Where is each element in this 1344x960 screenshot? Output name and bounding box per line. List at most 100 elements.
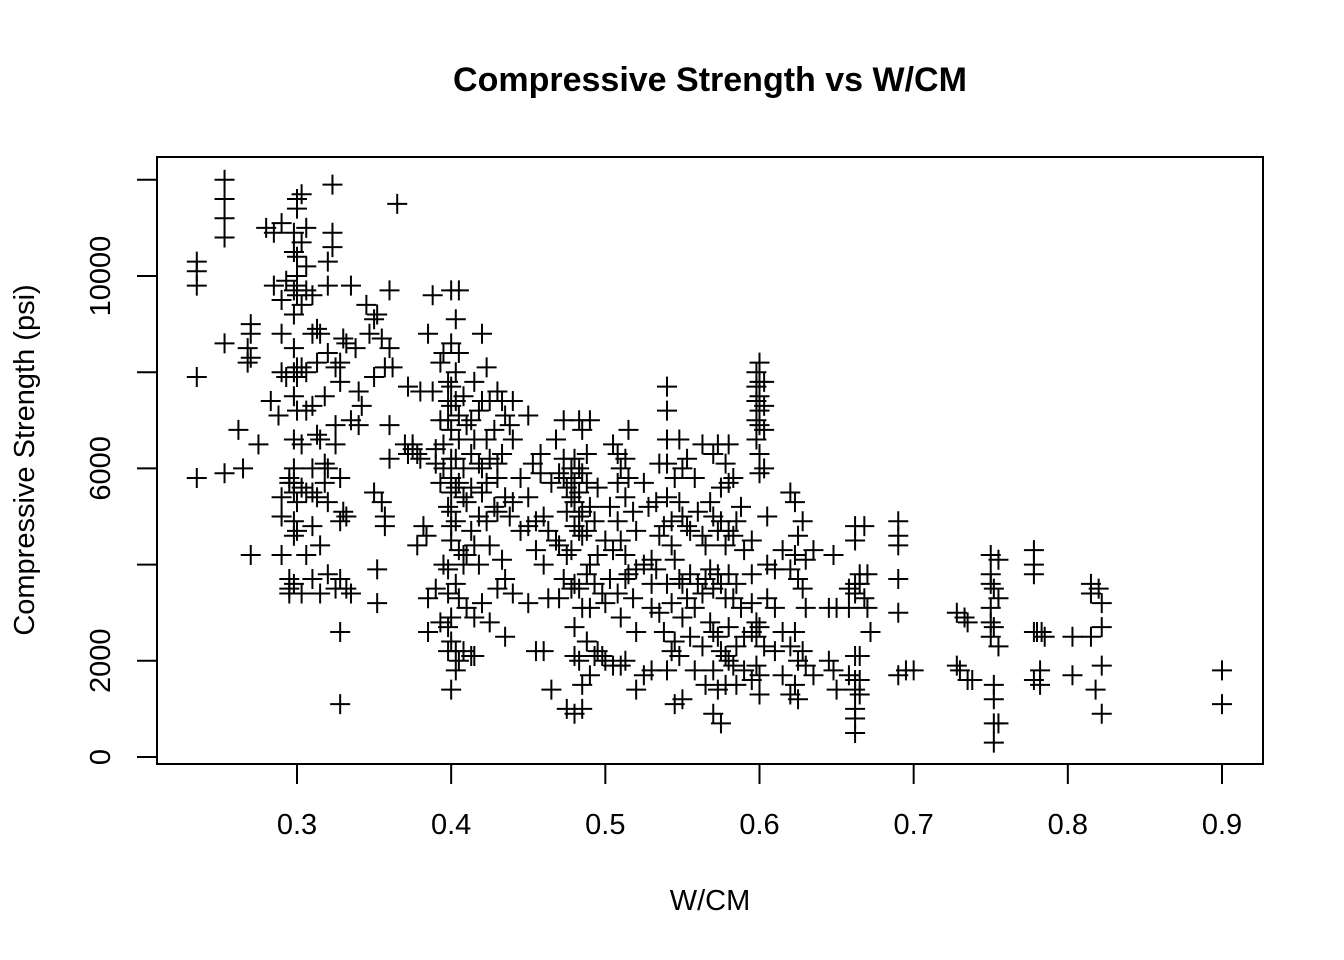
data-point bbox=[445, 309, 466, 330]
data-point bbox=[302, 395, 323, 416]
data-point bbox=[287, 198, 307, 219]
data-point bbox=[849, 684, 870, 705]
data-point bbox=[518, 487, 539, 508]
data-point bbox=[564, 448, 585, 469]
data-point bbox=[657, 453, 677, 474]
data-point bbox=[818, 650, 839, 671]
data-point bbox=[723, 655, 744, 676]
data-point bbox=[461, 410, 482, 431]
data-point bbox=[749, 415, 770, 436]
data-point bbox=[317, 492, 338, 513]
data-point bbox=[626, 621, 647, 642]
data-point bbox=[464, 371, 485, 392]
data-point bbox=[854, 588, 875, 609]
data-point bbox=[657, 487, 677, 508]
data-point bbox=[214, 227, 235, 248]
data-point bbox=[888, 665, 909, 686]
data-point bbox=[518, 405, 539, 426]
data-point bbox=[317, 342, 338, 363]
data-point bbox=[572, 525, 593, 546]
data-point bbox=[283, 222, 304, 243]
data-point bbox=[398, 376, 418, 397]
data-point bbox=[618, 419, 639, 440]
data-point bbox=[983, 689, 1004, 710]
data-point bbox=[677, 448, 698, 469]
data-point bbox=[803, 665, 824, 686]
data-point bbox=[1091, 617, 1112, 638]
data-point bbox=[576, 520, 597, 541]
data-point bbox=[287, 492, 307, 513]
x-tick-label: 0.7 bbox=[894, 809, 934, 841]
data-point bbox=[749, 352, 770, 373]
data-point bbox=[271, 487, 292, 508]
data-point bbox=[792, 511, 813, 532]
data-point bbox=[317, 458, 338, 479]
data-point bbox=[476, 511, 497, 532]
data-point bbox=[413, 516, 434, 537]
data-point bbox=[456, 597, 477, 618]
data-point bbox=[649, 525, 670, 546]
data-point bbox=[626, 559, 647, 580]
data-point bbox=[657, 376, 677, 397]
data-point bbox=[438, 371, 459, 392]
data-point bbox=[441, 419, 462, 440]
data-point bbox=[700, 559, 721, 580]
data-point bbox=[283, 241, 304, 262]
data-point bbox=[518, 593, 539, 614]
data-point bbox=[407, 443, 428, 464]
data-point bbox=[302, 516, 323, 537]
data-point bbox=[1023, 564, 1044, 585]
data-point bbox=[592, 645, 613, 666]
data-point bbox=[538, 520, 559, 541]
data-point bbox=[495, 569, 516, 590]
data-point bbox=[754, 419, 775, 440]
data-point bbox=[283, 525, 304, 546]
data-point bbox=[784, 674, 805, 695]
data-point bbox=[1031, 621, 1052, 642]
data-point bbox=[430, 352, 451, 373]
data-point bbox=[418, 588, 439, 609]
data-point bbox=[754, 636, 775, 657]
data-point bbox=[502, 492, 523, 513]
data-point bbox=[792, 578, 813, 599]
data-point bbox=[607, 511, 628, 532]
data-point bbox=[564, 645, 585, 666]
x-tick-label: 0.8 bbox=[1048, 809, 1088, 841]
data-point bbox=[345, 338, 366, 359]
data-point bbox=[626, 520, 647, 541]
data-point bbox=[754, 371, 775, 392]
data-point bbox=[684, 468, 705, 489]
data-point bbox=[700, 492, 721, 513]
data-point bbox=[549, 463, 570, 484]
data-point bbox=[336, 333, 357, 354]
data-point bbox=[453, 641, 474, 662]
data-point bbox=[546, 530, 566, 551]
data-point bbox=[310, 583, 331, 604]
data-point bbox=[522, 453, 543, 474]
data-point bbox=[788, 689, 809, 710]
data-point bbox=[692, 525, 713, 546]
data-point bbox=[860, 621, 881, 642]
data-point bbox=[340, 583, 361, 604]
data-point bbox=[336, 506, 357, 527]
data-point bbox=[669, 569, 690, 590]
data-point bbox=[715, 645, 736, 666]
data-point bbox=[283, 429, 304, 450]
data-point bbox=[307, 424, 328, 445]
data-point bbox=[448, 588, 469, 609]
data-point bbox=[530, 443, 551, 464]
data-point bbox=[780, 684, 801, 705]
data-point bbox=[472, 323, 492, 344]
data-point bbox=[572, 674, 593, 695]
data-point bbox=[296, 362, 317, 383]
data-point bbox=[845, 679, 866, 700]
data-point bbox=[579, 496, 600, 517]
data-point bbox=[603, 540, 624, 561]
data-point bbox=[330, 468, 351, 489]
data-point bbox=[438, 410, 459, 431]
data-point bbox=[371, 328, 392, 349]
data-point bbox=[364, 309, 385, 330]
data-point bbox=[707, 679, 728, 700]
data-point bbox=[461, 443, 482, 464]
data-point bbox=[772, 540, 793, 561]
